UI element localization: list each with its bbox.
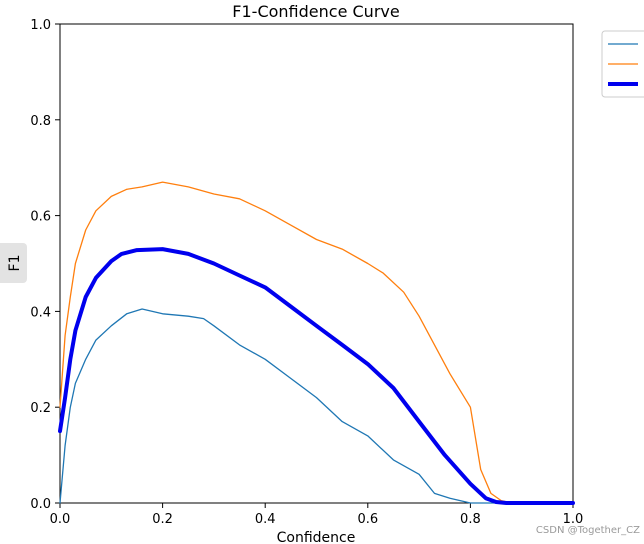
y-axis-label-box <box>0 243 27 283</box>
y-axis-label: F1 <box>7 255 23 272</box>
x-axis: 0.0 0.2 0.4 0.6 0.8 1.0 <box>50 503 584 527</box>
y-axis: 0.0 0.2 0.4 0.6 0.8 1.0 <box>30 18 60 512</box>
series-line-1 <box>59 308 574 504</box>
y-tick-label: 0.0 <box>30 497 51 512</box>
y-tick-label: 0.4 <box>30 305 51 320</box>
y-tick-label: 0.2 <box>30 401 51 416</box>
series-lines <box>58 181 575 505</box>
x-tick-label: 0.2 <box>152 512 173 527</box>
x-tick-label: 1.0 <box>563 512 584 527</box>
x-axis-label: Confidence <box>277 530 356 544</box>
x-tick-label: 0.8 <box>460 512 481 527</box>
y-tick-label: 1.0 <box>30 18 51 33</box>
y-axis-label-wrapper: F1 <box>7 255 23 272</box>
y-tick-label: 0.6 <box>30 210 51 225</box>
watermark: CSDN @Together_CZ <box>535 525 640 536</box>
series-line-2 <box>59 181 574 504</box>
y-tick-label: 0.8 <box>30 114 51 129</box>
legend <box>601 30 644 98</box>
x-tick-label: 0.6 <box>357 512 378 527</box>
chart-title: F1-Confidence Curve <box>232 2 399 21</box>
plot-area <box>59 23 574 504</box>
x-tick-label: 0.4 <box>255 512 276 527</box>
series-line-3 <box>58 247 575 505</box>
x-tick-label: 0.0 <box>50 512 71 527</box>
